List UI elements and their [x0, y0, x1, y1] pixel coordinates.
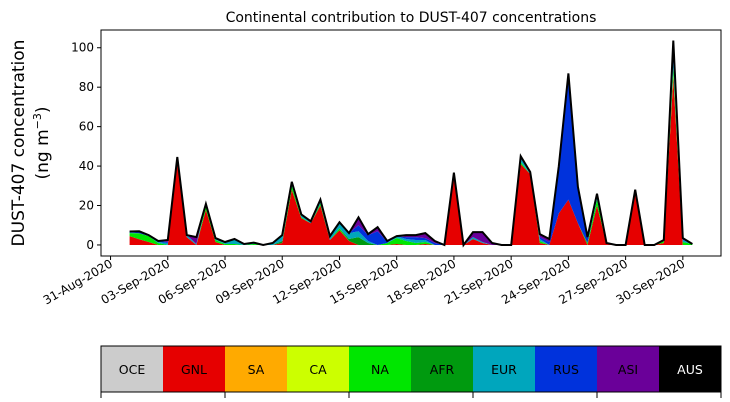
area-eur — [129, 61, 693, 245]
legend-swatch-asi — [597, 346, 660, 392]
legend-label-sa: SA — [248, 362, 265, 377]
y-axis-label-line1: DUST-407 concentration — [9, 40, 29, 247]
legend-label-rus: RUS — [553, 362, 579, 377]
legend-swatch-aus — [659, 346, 722, 392]
area-ca — [129, 75, 693, 246]
legend-swatch-ca — [287, 346, 350, 392]
axes: 02040608010031-Aug-202003-Sep-202006-Sep… — [41, 29, 722, 307]
legend-swatch-gnl — [163, 346, 226, 392]
legend-swatch-afr — [411, 346, 474, 392]
y-axis-label-close: ) — [33, 106, 53, 113]
y-tick-label: 40 — [79, 159, 94, 173]
legend-frame — [100, 345, 722, 393]
total-line — [129, 40, 693, 248]
legend-colorbar: OCE GNL SA CA NA AFR EUR RUS ASI AUS — [100, 345, 722, 398]
legend-label-eur: EUR — [491, 362, 517, 377]
legend-swatch-sa — [225, 346, 288, 392]
legend-label-afr: AFR — [430, 362, 455, 377]
area-gnl — [129, 77, 693, 245]
y-tick-label: 100 — [71, 41, 94, 55]
legend-swatch-rus — [535, 346, 598, 392]
legend-swatch-na — [349, 346, 412, 392]
area-series-group — [129, 40, 693, 248]
area-aus — [129, 40, 693, 245]
y-axis-label: DUST-407 concentration (ng m−3) — [9, 40, 53, 247]
plot-frame — [100, 29, 722, 257]
legend-label-aus: AUS — [677, 362, 703, 377]
y-axis-label-line2: (ng m−3) — [31, 106, 53, 179]
legend-label-gnl: GNL — [181, 362, 207, 377]
area-asi — [129, 40, 693, 245]
y-tick-label: 0 — [86, 238, 94, 252]
legend-swatch-eur — [473, 346, 536, 392]
legend-label-na: NA — [371, 362, 389, 377]
y-tick-label: 60 — [79, 120, 94, 134]
area-rus — [129, 43, 693, 245]
y-axis-label-exponent: −3 — [31, 113, 44, 129]
legend-label-oce: OCE — [119, 362, 146, 377]
legend-swatch-oce — [101, 346, 164, 392]
area-na — [129, 67, 693, 245]
area-afr — [129, 67, 693, 245]
y-tick-label: 80 — [79, 80, 94, 94]
y-tick-label: 20 — [79, 199, 94, 213]
chart-title: Continental contribution to DUST-407 con… — [226, 10, 597, 26]
y-axis-label-unit: (ng m — [33, 129, 53, 179]
area-sa — [129, 77, 693, 245]
legend-label-asi: ASI — [618, 362, 638, 377]
legend-label-ca: CA — [309, 362, 327, 377]
